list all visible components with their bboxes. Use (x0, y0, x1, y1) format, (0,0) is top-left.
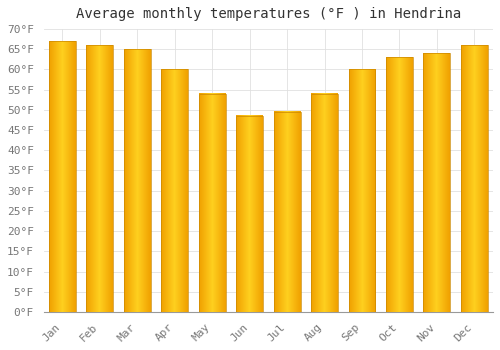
Bar (461, 45, 488, 312)
Bar (424, 53, 450, 312)
Bar (124, 49, 151, 312)
Bar (386, 57, 413, 312)
Bar (49, 41, 76, 312)
Bar (311, 94, 338, 312)
Bar (236, 116, 263, 312)
Bar (274, 112, 300, 312)
Bar (86, 45, 114, 312)
Bar (198, 94, 226, 312)
Title: Average monthly temperatures (°F ) in Hendrina: Average monthly temperatures (°F ) in He… (76, 7, 461, 21)
Bar (162, 69, 188, 312)
Bar (348, 69, 376, 312)
